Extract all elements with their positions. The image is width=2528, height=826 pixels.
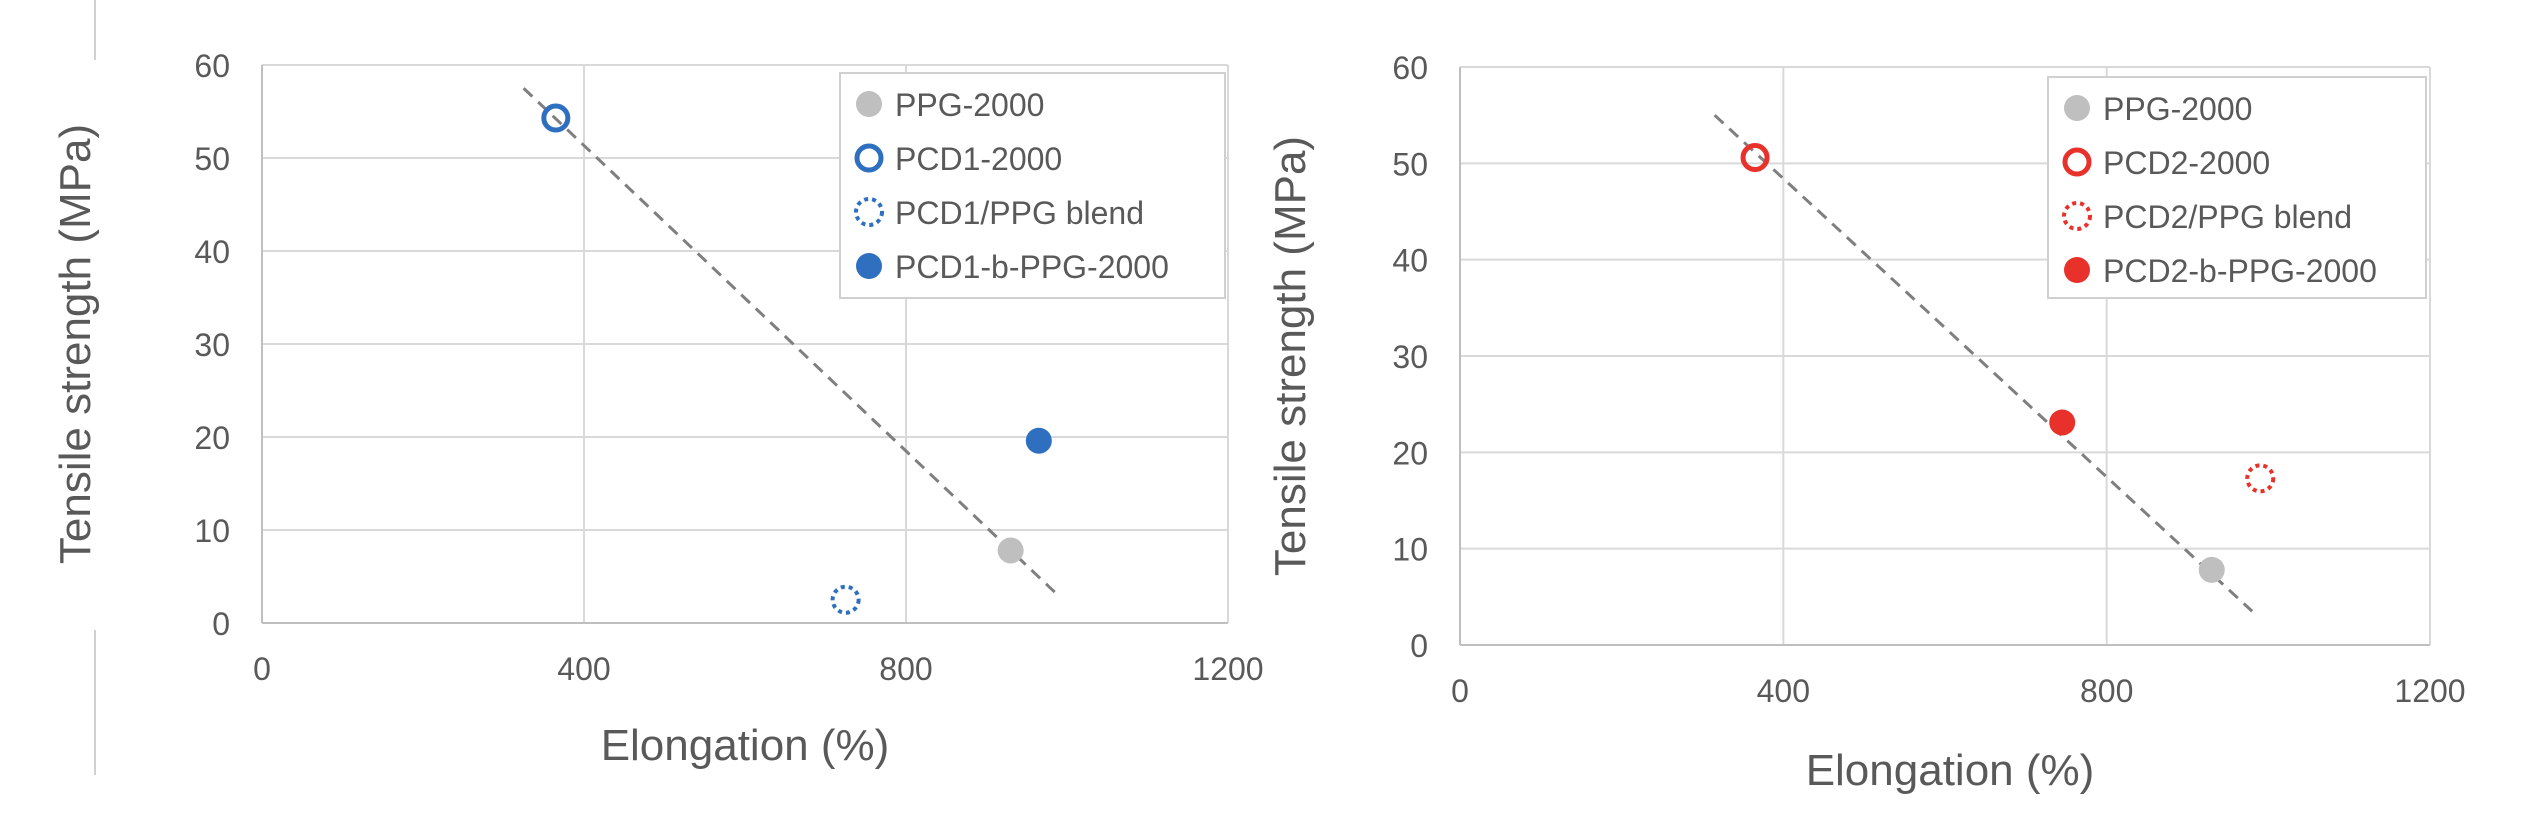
x-tick-label: 1200 [1192, 651, 1263, 687]
y-tick-label: 10 [194, 513, 230, 549]
legend-box [839, 72, 1226, 299]
legend-label: PPG-2000 [895, 87, 1044, 123]
legend-label: PCD1-b-PPG-2000 [895, 249, 1169, 285]
x-tick-label: 0 [253, 651, 271, 687]
y-tick-label: 10 [1392, 532, 1428, 568]
chart-2: 0 10 20 30 40 50 60 0 400 800 1200 Elongation (%) Te… [1266, 50, 2466, 795]
data-point-pcd2-2000 [1740, 143, 1770, 173]
legend-marker-icon [856, 91, 882, 117]
legend-label: PCD1-2000 [895, 141, 1062, 177]
x-tick-label: 1200 [2394, 673, 2465, 709]
data-point-pcd2-ppg-blend [2245, 463, 2276, 494]
y-tick-label: 50 [1392, 146, 1428, 182]
y-tick-label: 20 [1392, 435, 1428, 471]
y-tick-label: 30 [194, 327, 230, 363]
y-tick-label: 30 [1392, 339, 1428, 375]
data-point-ppg-2000 [997, 537, 1024, 564]
legend-box [2047, 76, 2427, 299]
legend-label: PPG-2000 [2103, 91, 2252, 127]
x-tick-label: 400 [1757, 673, 1810, 709]
x-tick-label: 0 [1451, 673, 1469, 709]
legend-label: PCD2/PPG blend [2103, 199, 2352, 235]
y-tick-label: 20 [194, 420, 230, 456]
legend: PPG-2000 PCD2-2000 PCD2/PPG blend PCD2-b-PP… [2047, 76, 2427, 299]
y-tick-label: 60 [194, 48, 230, 84]
data-point-ppg-2000 [2198, 556, 2225, 583]
trendline [1713, 114, 2254, 613]
legend-marker-icon [856, 253, 882, 279]
y-axis-title: Tensile strength (MPa) [51, 124, 100, 564]
y-tick-label: 50 [194, 141, 230, 177]
data-point-pcd1-2000 [541, 103, 571, 133]
y-tick-label: 40 [194, 234, 230, 270]
data-point-pcd1-b-ppg-2000 [1025, 427, 1052, 454]
legend-marker-icon [2062, 201, 2092, 231]
legend-marker-icon [854, 197, 884, 227]
x-axis-title: Elongation (%) [601, 721, 890, 770]
y-tick-label: 0 [212, 606, 230, 642]
legend-label: PCD2-2000 [2103, 145, 2270, 181]
y-tick-label: 0 [1410, 628, 1428, 664]
x-tick-label: 800 [879, 651, 932, 687]
y-tick-label: 40 [1392, 243, 1428, 279]
data-point-pcd2-b-ppg-2000 [2049, 409, 2076, 436]
x-axis-title: Elongation (%) [1806, 746, 2095, 795]
legend-marker-icon [2064, 95, 2090, 121]
x-tick-label: 400 [557, 651, 610, 687]
x-tick-label: 800 [2080, 673, 2133, 709]
legend-label: PCD1/PPG blend [895, 195, 1144, 231]
legend-label: PCD2-b-PPG-2000 [2103, 253, 2377, 289]
trendline [522, 87, 1056, 594]
legend-marker-icon [2064, 257, 2090, 283]
y-axis-title: Tensile strength (MPa) [1266, 136, 1315, 576]
legend-marker-icon [854, 143, 884, 173]
y-tick-label: 60 [1392, 50, 1428, 86]
legend-marker-icon [2062, 147, 2092, 177]
chart-1: 0 10 20 30 40 50 60 0 400 800 1200 Elongation (%) Te… [51, 48, 1264, 770]
legend: PPG-2000 PCD1-2000 PCD1/PPG blend PCD1-b-PP… [839, 72, 1226, 299]
data-point-pcd1-ppg-blend [830, 584, 861, 615]
